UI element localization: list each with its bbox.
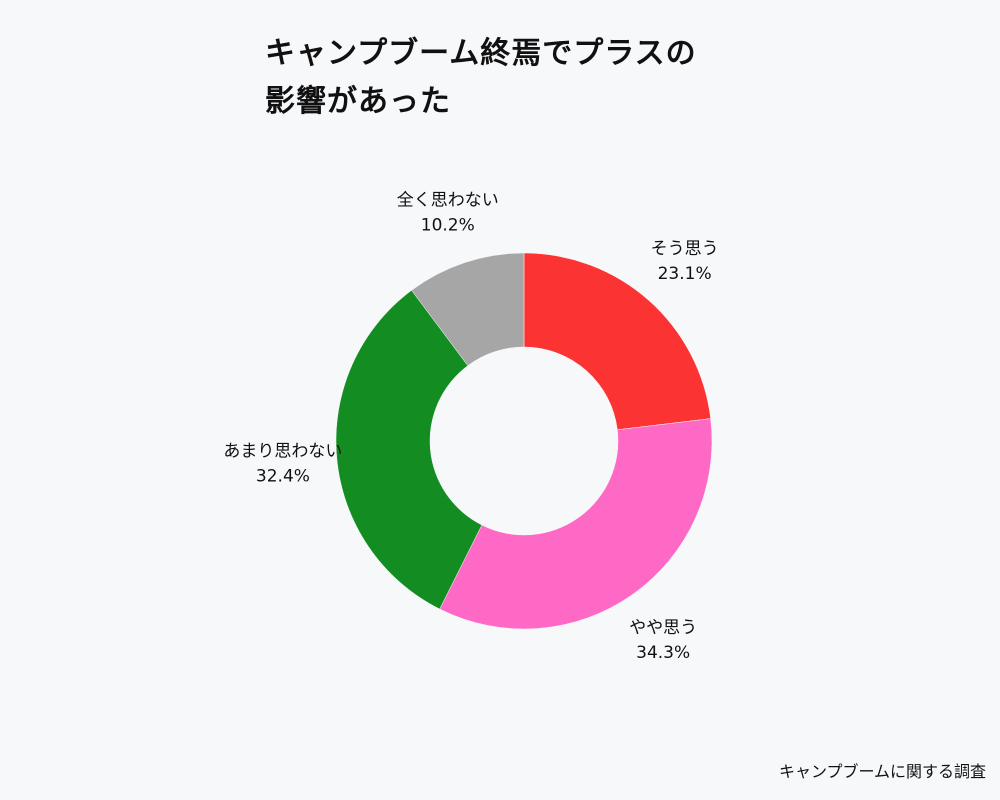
slice-3-label: あまり思わない xyxy=(223,441,342,461)
slice-labels: そう思う 23.1% やや思う 34.3% あまり思わない 32.4% 全く思わない 10.2… xyxy=(223,190,718,663)
slice-2-value-label: 34.3% xyxy=(636,643,690,663)
chart-title: キャンプブーム終焉でプラスの 影響があった xyxy=(265,30,785,126)
slice-4-wedge xyxy=(411,252,525,367)
chart-title-line-1: キャンプブーム終焉でプラスの xyxy=(265,36,697,71)
slice-2-label: やや思う xyxy=(629,618,697,638)
slice-4-label: 全く思わない xyxy=(397,190,499,210)
slice-2-wedge xyxy=(439,418,713,630)
slice-1-label: そう思う xyxy=(651,239,719,259)
slice-1-value-label: 23.1% xyxy=(658,264,712,284)
chart-title-line-2: 影響があった xyxy=(265,84,451,119)
slice-3-value-label: 32.4% xyxy=(256,466,310,486)
slice-4-value-label: 10.2% xyxy=(421,215,475,235)
slice-3-wedge xyxy=(335,289,483,610)
donut-slices xyxy=(335,252,713,630)
source-note: キャンプブームに関する調査 xyxy=(778,762,986,781)
slice-1-wedge xyxy=(523,252,711,431)
